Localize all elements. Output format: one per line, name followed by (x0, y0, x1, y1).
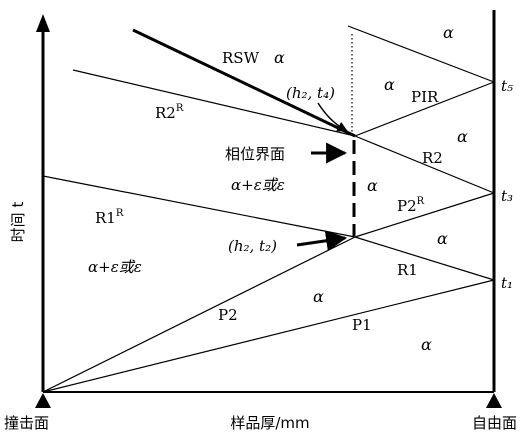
p2r-label-base: P2 (397, 197, 417, 215)
point-h2t2-label: (h₂, t₂) (228, 237, 277, 255)
phase-interface-label: 相位界面 (225, 145, 285, 163)
point-h2t2-arrow (296, 230, 348, 252)
pir-upper-line (347, 25, 495, 83)
x-axis-label: 样品厚/mm (230, 414, 309, 432)
alpha-label-p2r: α (437, 229, 448, 248)
alpha-label-mid: α (313, 287, 324, 306)
r1r-label-base: R1 (95, 209, 116, 227)
p2r-label: P2R (397, 196, 425, 215)
r2r-line (72, 69, 356, 137)
free-surface-marker-arrow (486, 393, 502, 408)
rsw-label: RSW (222, 49, 260, 67)
r1-label: R1 (397, 261, 418, 279)
alpha-label-top: α (443, 23, 454, 42)
alpha-eps-label-upper: α+ε或ε (231, 176, 285, 194)
r1r-label-sup: R (116, 208, 124, 219)
t3-label: t₃ (501, 187, 513, 205)
r2r-label-sup: R (176, 103, 184, 114)
alpha-label-rsw: α (274, 48, 285, 67)
r1r-line (42, 175, 356, 238)
r1-line (354, 236, 495, 281)
p2-label: P2 (218, 306, 238, 324)
pir-label: PIR (411, 88, 439, 106)
alpha-label-left-pir: α (384, 75, 395, 94)
t5-label: t₅ (501, 77, 513, 95)
r2r-label: R2R (155, 103, 184, 122)
alpha-label-bottom: α (421, 335, 432, 354)
r2-label: R2 (422, 149, 443, 167)
alpha-label-right-r2: α (457, 127, 468, 146)
impact-face-label: 撞击面 (4, 414, 49, 432)
y-axis-label: 时间 t (9, 202, 27, 243)
p2-line (42, 236, 356, 393)
point-h2t4-arrow (317, 102, 348, 132)
impact-face-marker-arrow (35, 393, 51, 408)
pir-lower-line (354, 81, 495, 137)
p2r-label-sup: R (417, 196, 425, 207)
free-surface-label: 自由面 (472, 414, 517, 432)
p1-line (42, 279, 495, 393)
impact-face-axis-arrow (36, 14, 50, 32)
r2r-label-base: R2 (155, 104, 176, 122)
p2r-line (354, 192, 495, 238)
rsw-line (132, 28, 356, 138)
r2-line (354, 135, 495, 194)
r1r-label: R1R (95, 208, 124, 227)
alpha-eps-label-lower: α+ε或ε (88, 258, 142, 276)
alpha-label-center: α (367, 176, 378, 195)
t1-label: t₁ (501, 274, 513, 292)
point-h2t4-label: (h₂, t₄) (286, 84, 335, 102)
p1-label: P1 (352, 316, 372, 334)
